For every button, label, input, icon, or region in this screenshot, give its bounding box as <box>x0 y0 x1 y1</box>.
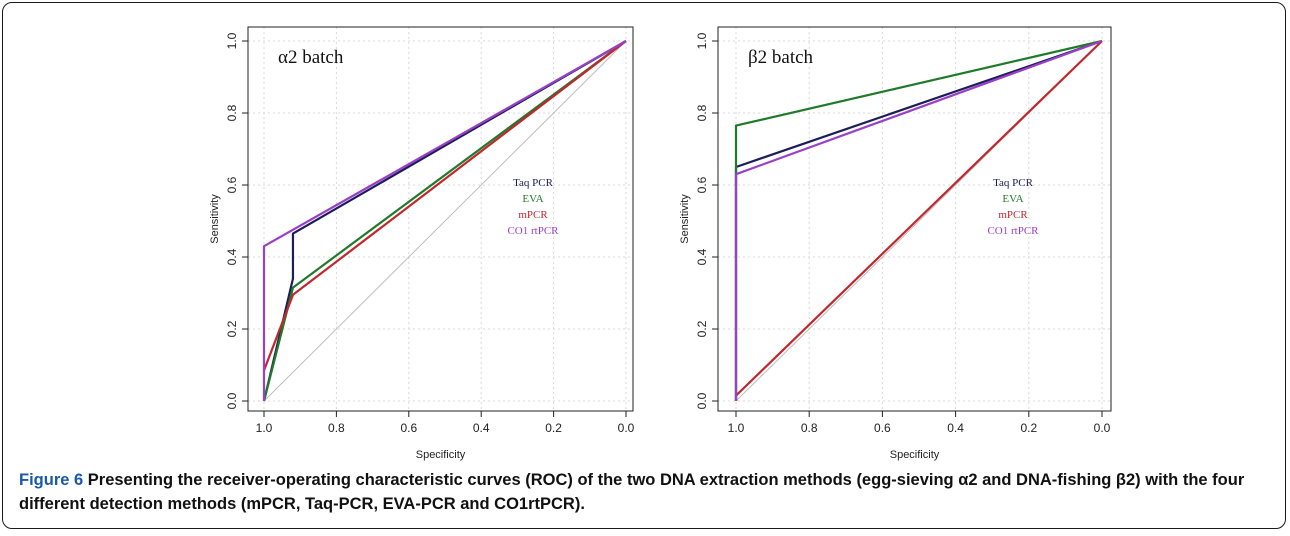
y-tick-label: 0.4 <box>225 248 239 265</box>
legend-entry: EVA <box>522 193 543 205</box>
y-tick-label: 0.6 <box>225 176 239 193</box>
plot-area <box>717 26 1112 412</box>
legend-entry: mPCR <box>518 209 548 221</box>
y-tick-label: 0.0 <box>225 392 239 409</box>
figure-caption: Figure 6 Presenting the receiver-operati… <box>19 468 1281 516</box>
roc-charts: 1.0 0.8 0.6 0.4 0.2 0.0 0.0 0.2 0.4 0.6 0.8 1.0 Spec… <box>209 26 1112 461</box>
figure-frame: 1.0 0.8 0.6 0.4 0.2 0.0 0.0 0.2 0.4 0.6 0.8 1.0 Spec… <box>2 2 1286 529</box>
x-tick-label: 0.4 <box>473 421 490 435</box>
x-tick-label: 0.4 <box>947 421 964 435</box>
series-line-co1-rtpcr <box>734 39 1103 401</box>
y-tick-label: 0.8 <box>225 104 239 121</box>
reference-diagonal <box>263 40 627 402</box>
legend-entry: Taq PCR <box>993 177 1034 189</box>
y-tick-label: 0.0 <box>695 392 709 409</box>
series-line-eva <box>262 40 627 402</box>
y-tick-label: 0.6 <box>695 176 709 193</box>
panel-title: β2 batch <box>748 47 814 68</box>
y-tick-label: 1.0 <box>695 32 709 49</box>
panel-title: α2 batch <box>278 47 344 68</box>
y-axis-label: Sensitivity <box>679 194 691 244</box>
x-tick-label: 0.2 <box>1020 421 1037 435</box>
y-tick-label: 0.2 <box>225 320 239 337</box>
series-line-mpcr <box>262 40 627 371</box>
caption-text: Presenting the receiver-operating charac… <box>19 471 1245 513</box>
chart-panel-1: 1.0 0.8 0.6 0.4 0.2 0.0 0.0 0.2 0.4 0.6 0.8 1.0 Spec… <box>209 26 635 461</box>
legend-entry: mPCR <box>998 209 1028 221</box>
legend-entry: CO1 rtPCR <box>507 225 559 237</box>
x-tick-label: 0.8 <box>801 421 818 435</box>
series-line-co1-rtpcr <box>262 40 627 401</box>
plot-area <box>247 26 634 412</box>
y-axis-label: Sensitivity <box>209 194 221 244</box>
x-tick-label: 0.0 <box>1094 421 1111 435</box>
x-tick-label: 0.8 <box>328 421 345 435</box>
y-tick-label: 1.0 <box>225 32 239 49</box>
legend-entry: CO1 rtPCR <box>987 225 1039 237</box>
y-tick-label: 0.4 <box>695 248 709 265</box>
x-tick-label: 1.0 <box>728 421 745 435</box>
x-tick-label: 1.0 <box>256 421 273 435</box>
x-axis-label: Specificity <box>890 449 940 461</box>
x-tick-label: 0.0 <box>618 421 635 435</box>
x-tick-label: 0.6 <box>400 421 417 435</box>
y-tick-label: 0.2 <box>695 320 709 337</box>
caption-label: Figure 6 <box>19 471 84 489</box>
legend-entry: Taq PCR <box>513 177 554 189</box>
chart-panel-2: 1.0 0.8 0.6 0.4 0.2 0.0 0.0 0.2 0.4 0.6 0.8 1.0 Spec… <box>679 26 1112 461</box>
x-tick-label: 0.6 <box>874 421 891 435</box>
x-tick-label: 0.2 <box>545 421 562 435</box>
y-tick-label: 0.8 <box>695 104 709 121</box>
series-line-taq-pcr <box>262 40 627 402</box>
x-axis-label: Specificity <box>416 449 466 461</box>
legend-entry: EVA <box>1002 193 1023 205</box>
